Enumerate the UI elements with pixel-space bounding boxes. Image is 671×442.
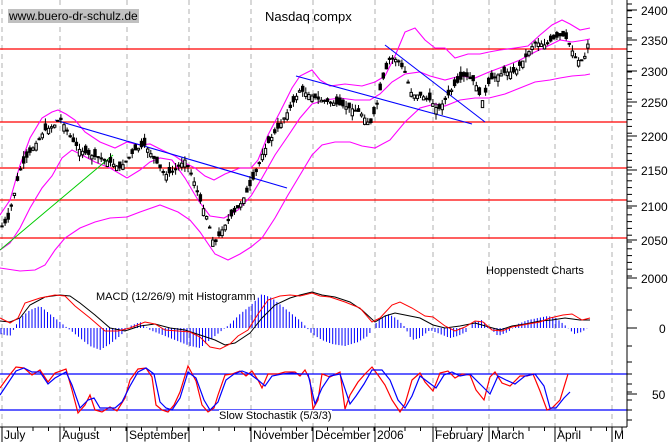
tick-stoch-50: 50 [652, 388, 666, 402]
chart-title: Nasdaq compx [265, 9, 352, 24]
month-november: November [253, 428, 309, 442]
tick-2300: 2300 [641, 65, 668, 79]
tick-2100: 2100 [641, 200, 668, 214]
source-label: Hoppenstedt Charts [486, 265, 584, 277]
tick-2150: 2150 [641, 164, 668, 178]
tick-2050: 2050 [641, 234, 668, 248]
support-lines [0, 48, 627, 239]
macd-panel [0, 291, 591, 350]
grid-lines [1, 0, 613, 427]
month-2006: 2006 [377, 428, 404, 442]
month-march: March [491, 428, 525, 442]
tick-macd-0: 0 [659, 322, 666, 336]
tick-2000: 2000 [641, 272, 668, 286]
month-july: July [4, 428, 26, 442]
month-august: August [62, 428, 100, 442]
month-september: September [129, 428, 188, 442]
trend-lines [0, 44, 486, 251]
macd-label: MACD (12/26/9) mit Histogramm [96, 291, 256, 303]
tick-2200: 2200 [641, 130, 668, 144]
right-axis [0, 0, 637, 428]
month-december: December [315, 428, 371, 442]
month-may: M [614, 428, 624, 442]
site-watermark: www.buero-dr-schulz.de [8, 9, 139, 23]
month-april: April [557, 428, 582, 442]
stochastic-label: Slow Stochastik (5/3/3) [219, 410, 332, 422]
bollinger-bands [0, 19, 591, 272]
tick-2400: 2400 [641, 4, 668, 18]
stochastic-panel [0, 364, 627, 415]
month-february: February [435, 428, 484, 442]
tick-2350: 2350 [641, 34, 668, 48]
tick-2250: 2250 [641, 96, 668, 110]
month-ticks [1, 427, 623, 442]
price-candles [0, 29, 590, 247]
